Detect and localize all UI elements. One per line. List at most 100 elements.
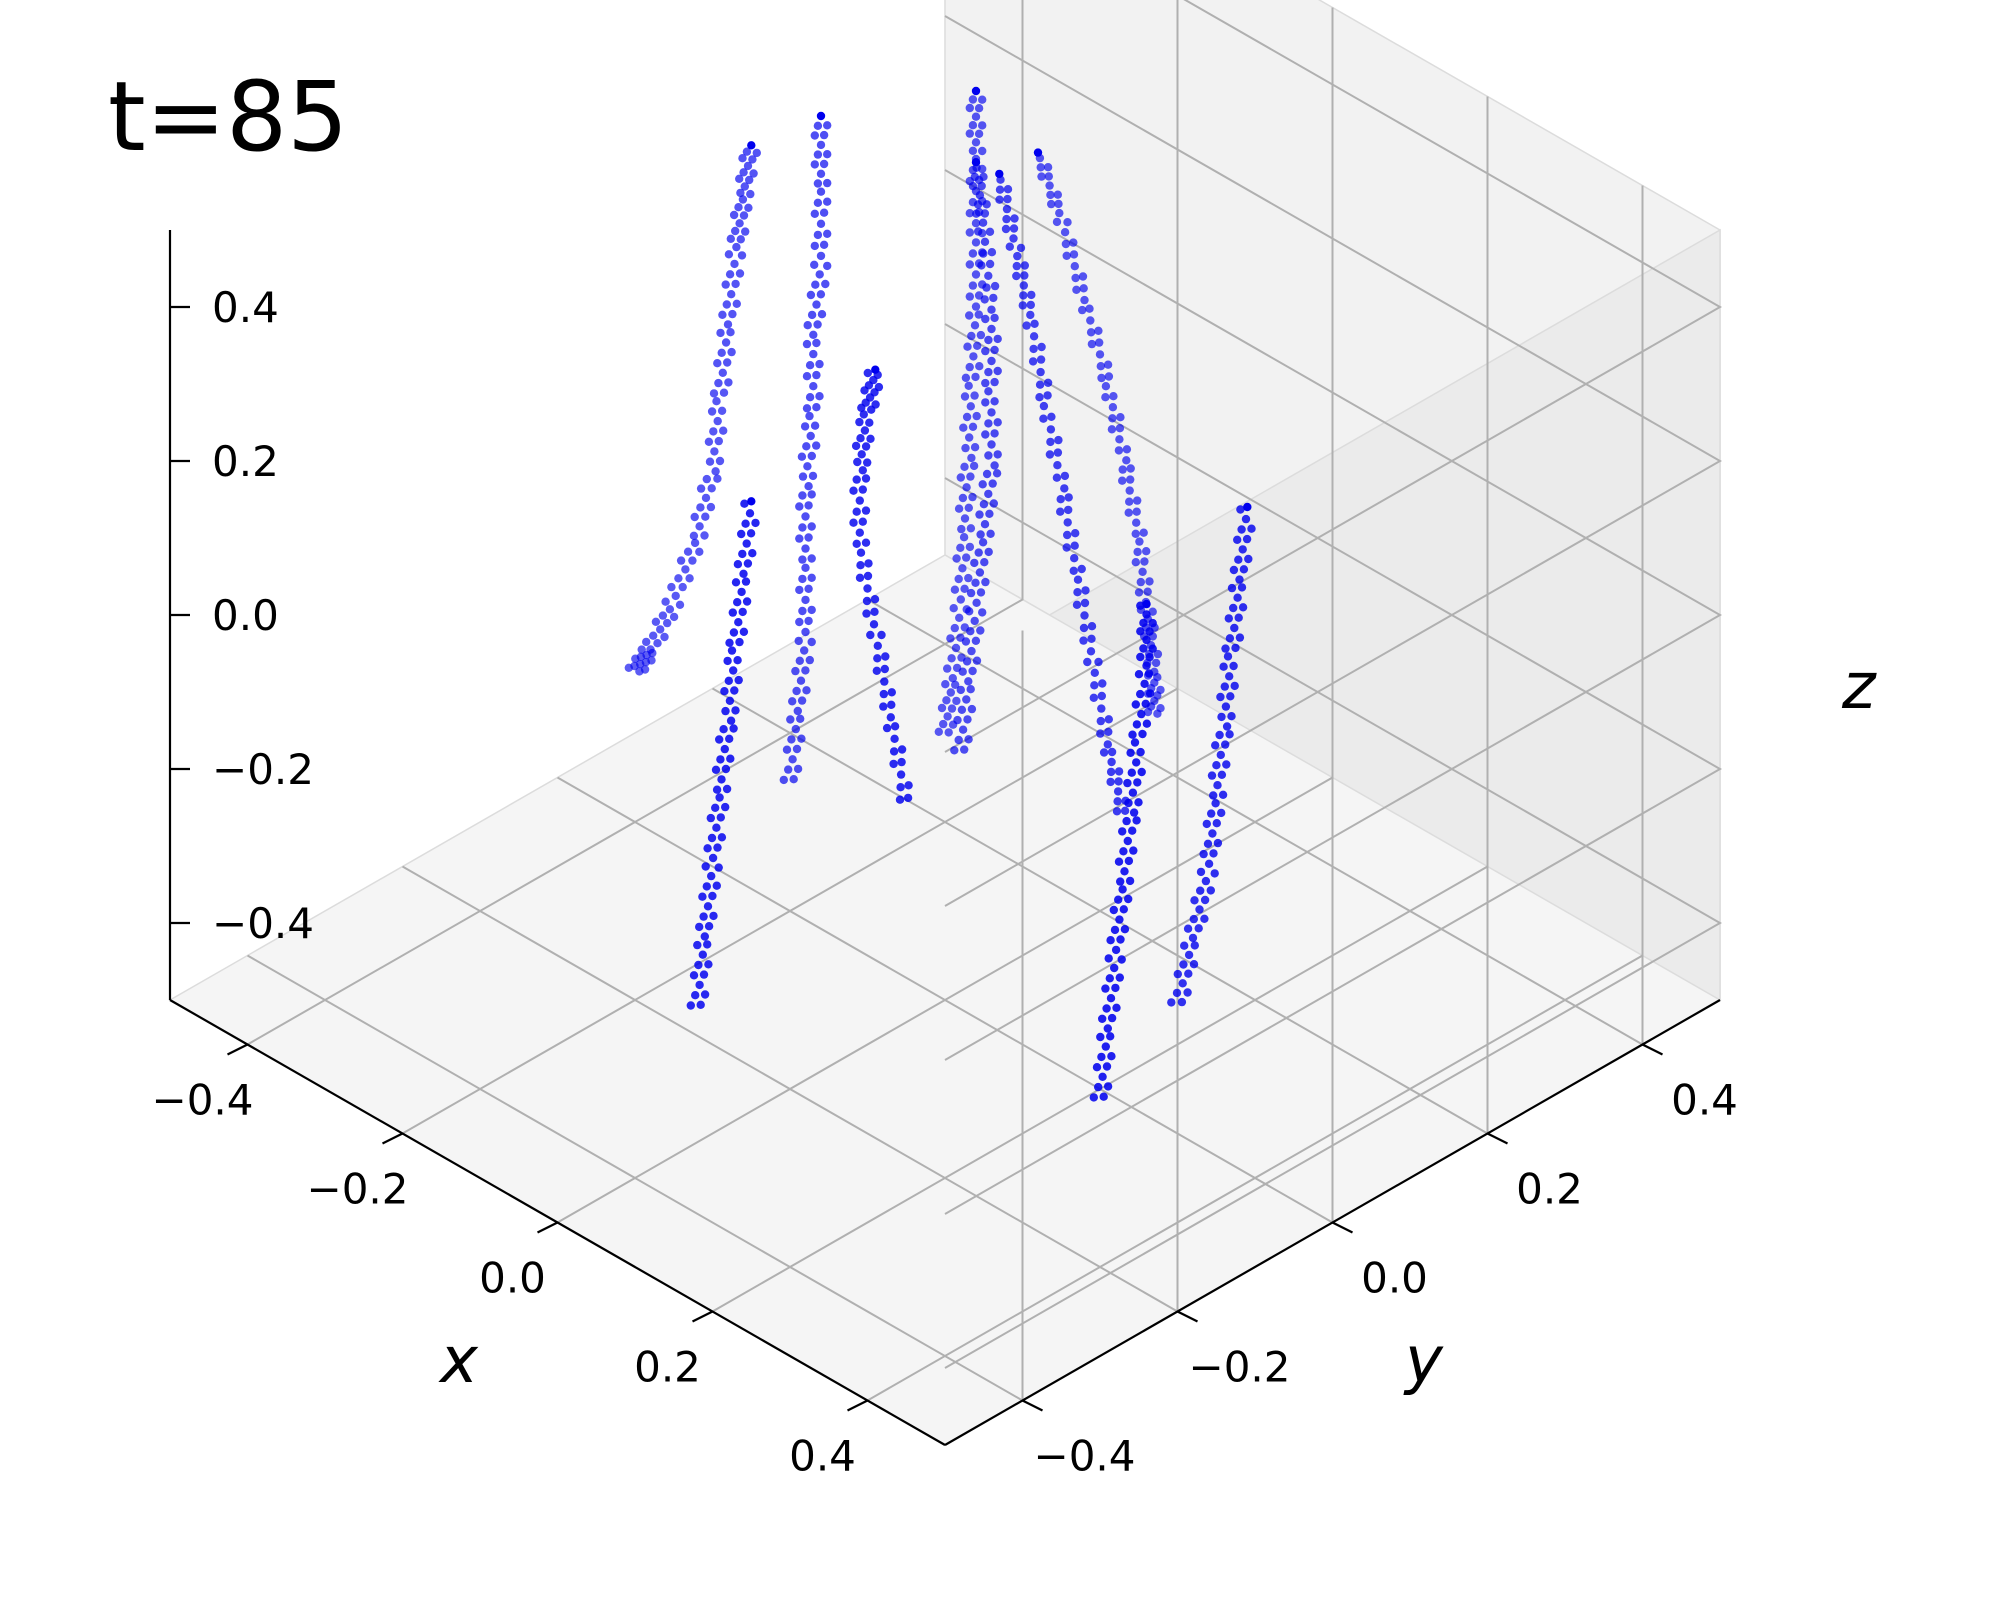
- data-point: [802, 372, 812, 381]
- data-point: [741, 519, 750, 528]
- data-point: [990, 377, 999, 387]
- time-label: t=85: [108, 61, 348, 173]
- data-point: [736, 235, 745, 244]
- data-point: [967, 453, 976, 463]
- data-point: [1083, 657, 1092, 667]
- data-point: [966, 472, 975, 481]
- data-point: [880, 664, 889, 674]
- data-point: [802, 442, 811, 451]
- data-point: [728, 309, 737, 319]
- data-point: [798, 491, 807, 500]
- data-point: [966, 524, 976, 533]
- data-point: [965, 433, 974, 442]
- data-point: [1095, 350, 1105, 359]
- data-point: [1080, 295, 1089, 305]
- data-point: [1012, 271, 1021, 281]
- data-point: [956, 473, 965, 482]
- data-point: [887, 688, 896, 697]
- data-point: [807, 573, 816, 582]
- data-point: [727, 347, 736, 357]
- data-point: [881, 652, 890, 661]
- data-point: [805, 411, 814, 421]
- data-point: [1060, 484, 1069, 493]
- data-point: [786, 715, 795, 724]
- data-point: [700, 531, 709, 540]
- data-point: [812, 441, 821, 450]
- data-point: [987, 305, 996, 314]
- data-point: [1217, 712, 1226, 722]
- data-point: [731, 279, 740, 289]
- data-point: [1106, 936, 1115, 945]
- data-point: [973, 200, 983, 209]
- data-point: [1139, 528, 1148, 537]
- z-grid-line: [944, 323, 1723, 1215]
- data-point: [855, 496, 864, 505]
- data-point: [981, 398, 990, 407]
- data-point: [707, 484, 716, 493]
- data-point: [1115, 973, 1125, 982]
- data-point: [804, 616, 813, 626]
- data-point: [719, 725, 728, 734]
- data-point: [724, 250, 734, 259]
- data-point: [742, 147, 752, 156]
- data-point: [1039, 401, 1049, 411]
- data-point: [874, 382, 884, 392]
- data-point: [937, 703, 947, 713]
- data-point: [984, 451, 993, 460]
- data-point: [747, 141, 756, 150]
- data-point: [704, 960, 713, 969]
- data-point: [887, 700, 896, 709]
- data-point: [882, 723, 892, 733]
- data-point: [1207, 771, 1217, 780]
- data-point: [961, 443, 970, 453]
- data-point: [980, 520, 990, 529]
- data-point: [1012, 261, 1021, 271]
- data-point: [745, 175, 754, 185]
- data-point: [805, 655, 814, 665]
- data-point: [855, 528, 864, 537]
- data-point: [958, 493, 968, 503]
- data-point: [1156, 704, 1165, 713]
- data-point: [985, 259, 995, 269]
- data-point: [702, 882, 711, 891]
- data-point: [810, 260, 819, 269]
- data-point: [1022, 321, 1031, 330]
- data-point: [1064, 505, 1073, 515]
- data-point: [861, 538, 871, 547]
- data-point: [1178, 979, 1187, 988]
- y-tick: [1487, 1132, 1508, 1145]
- data-point: [1210, 869, 1219, 878]
- data-point: [1113, 787, 1123, 796]
- data-point: [816, 140, 826, 150]
- data-point: [1137, 767, 1146, 777]
- data-point: [685, 574, 694, 583]
- data-point: [1230, 623, 1239, 633]
- data-point: [1134, 798, 1143, 807]
- data-point: [966, 588, 976, 598]
- data-point: [714, 863, 723, 872]
- data-point: [1118, 476, 1127, 485]
- data-point: [712, 881, 721, 890]
- data-point: [1156, 685, 1165, 695]
- data-point: [1114, 895, 1123, 904]
- data-point: [691, 991, 700, 1000]
- data-point: [752, 148, 761, 158]
- data-point: [1138, 567, 1147, 576]
- data-point: [944, 728, 953, 737]
- data-point: [889, 759, 898, 769]
- data-point: [964, 381, 973, 390]
- data-point: [968, 492, 977, 502]
- data-point: [1108, 414, 1117, 423]
- data-point: [1103, 1082, 1113, 1091]
- trajectory-2: [934, 86, 987, 737]
- data-point: [970, 391, 979, 400]
- data-point: [1045, 181, 1054, 190]
- data-point: [1140, 679, 1149, 688]
- z-grid-line: [944, 0, 1723, 753]
- data-point: [1201, 876, 1211, 886]
- data-point: [1016, 243, 1026, 253]
- data-point: [863, 368, 872, 378]
- data-point: [960, 392, 970, 401]
- data-point: [819, 208, 829, 217]
- data-point: [823, 229, 832, 238]
